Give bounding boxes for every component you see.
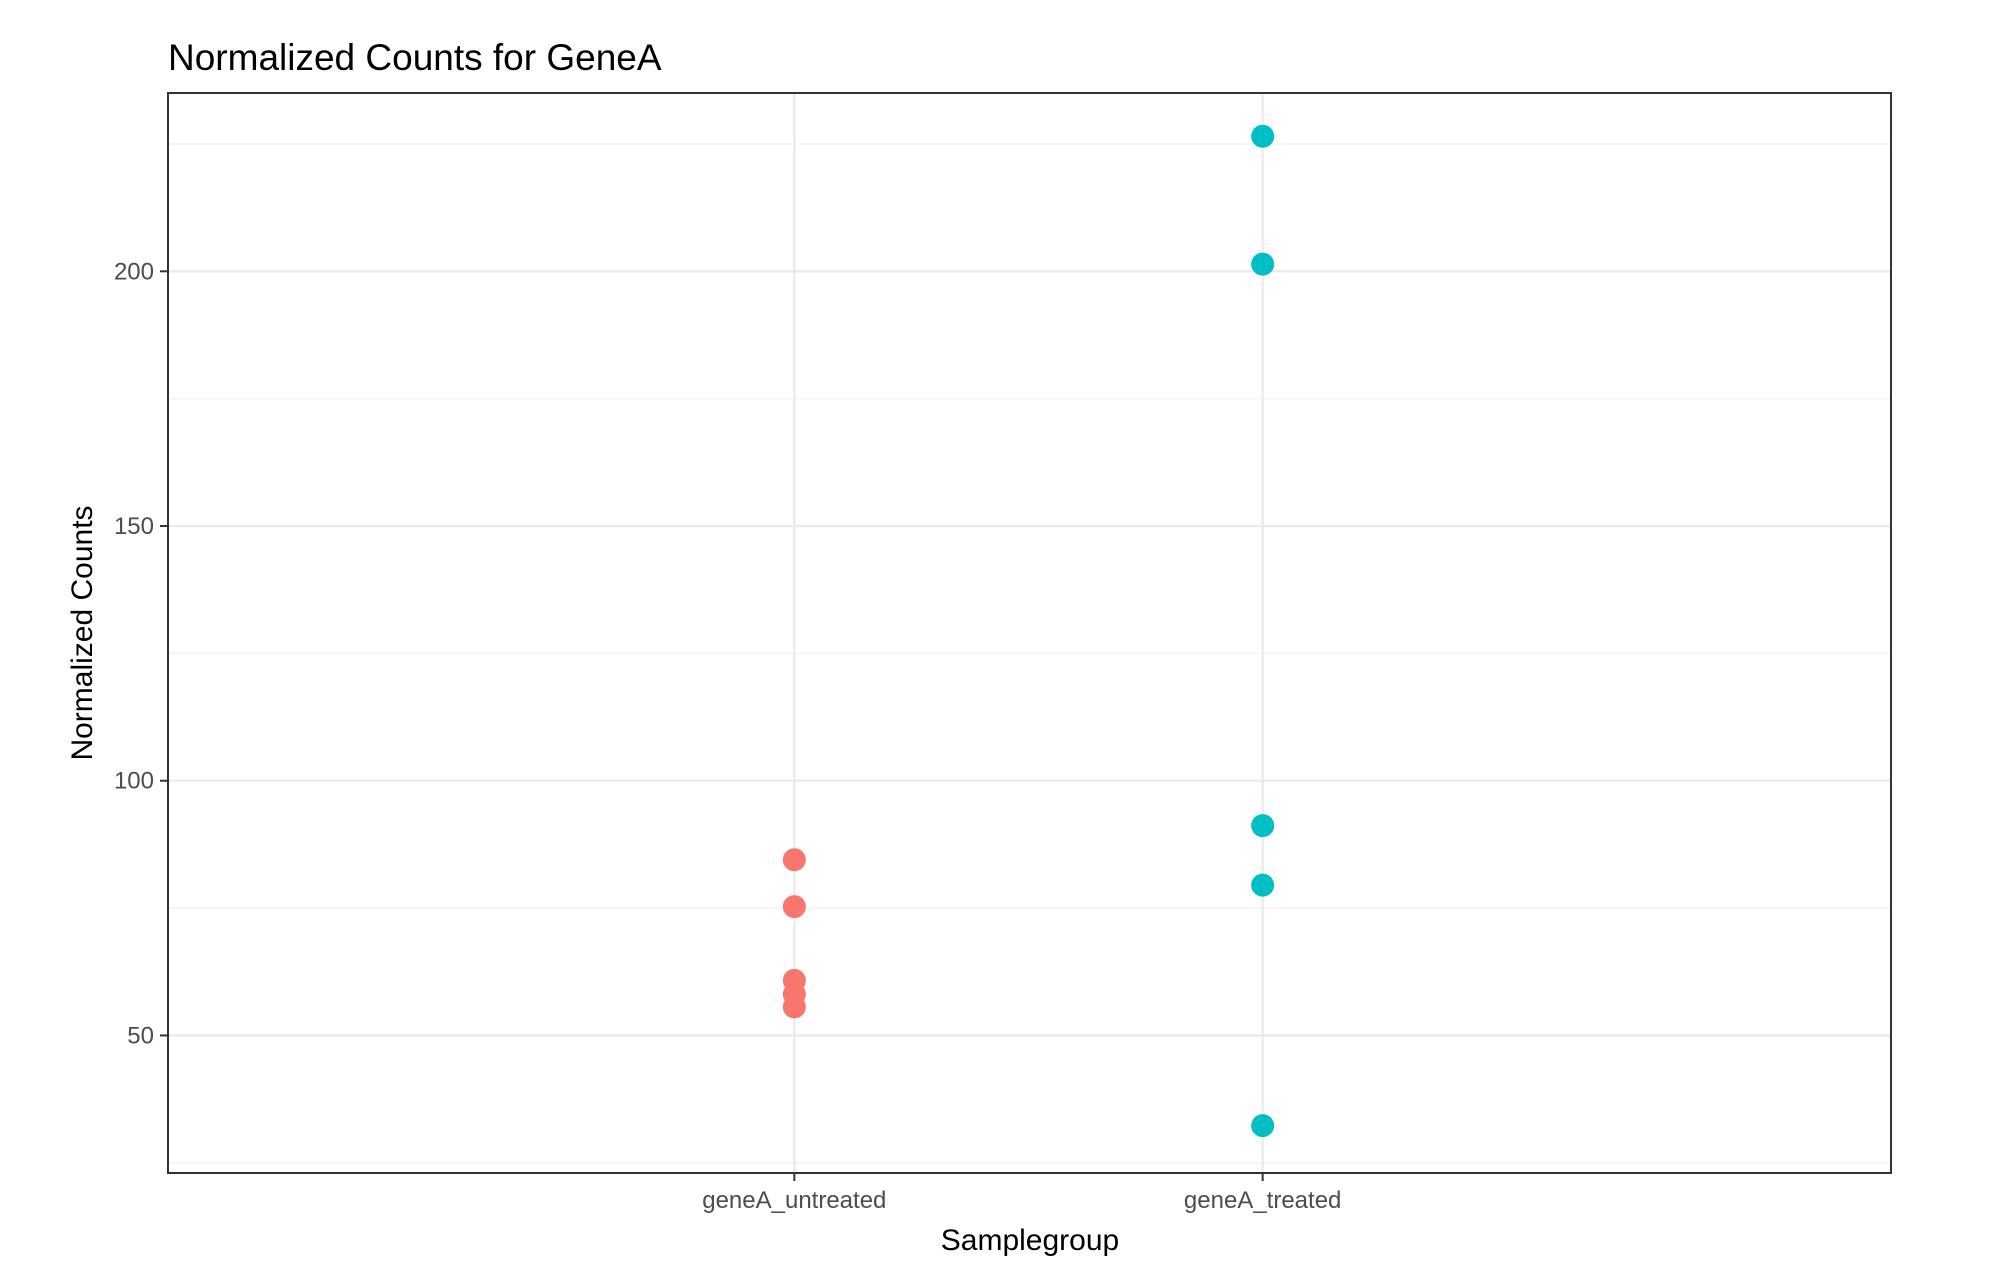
data-point — [1251, 873, 1275, 897]
data-point — [782, 848, 806, 872]
y-tick-label: 50 — [127, 1022, 154, 1049]
data-point — [782, 895, 806, 919]
y-tick-label: 150 — [114, 513, 154, 540]
x-tick-label: geneA_treated — [1184, 1187, 1341, 1214]
plot-panel-border — [167, 92, 1892, 1174]
chart-title: Normalized Counts for GeneA — [168, 37, 662, 78]
data-point — [1251, 124, 1275, 148]
y-tick-label: 200 — [114, 258, 154, 285]
points-layer — [782, 124, 1275, 1138]
data-point — [1251, 814, 1275, 838]
data-point — [1251, 1114, 1275, 1138]
data-point — [1251, 252, 1275, 276]
data-point — [782, 995, 806, 1019]
y-axis-title: Normalized Counts — [66, 505, 99, 760]
y-tick-label: 100 — [114, 768, 154, 795]
ticks-layer: 50 100 150 200 geneA_untreated geneA_treated — [114, 258, 1341, 1214]
x-axis-title: Samplegroup — [941, 1224, 1119, 1257]
x-tick-label: geneA_untreated — [702, 1187, 886, 1214]
